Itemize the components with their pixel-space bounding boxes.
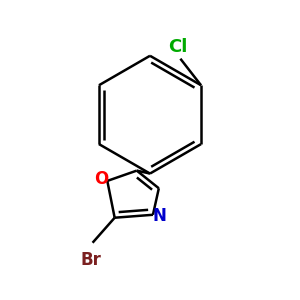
Text: N: N — [152, 207, 167, 225]
Text: O: O — [94, 170, 108, 188]
Text: Br: Br — [81, 251, 101, 269]
Text: Cl: Cl — [168, 38, 187, 56]
